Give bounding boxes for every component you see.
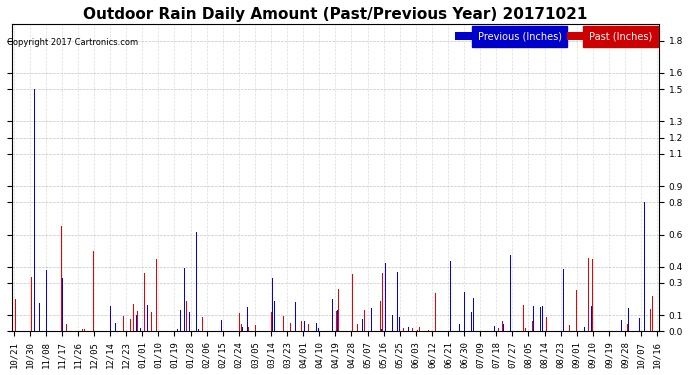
Text: Copyright 2017 Cartronics.com: Copyright 2017 Cartronics.com [7, 38, 138, 47]
Title: Outdoor Rain Daily Amount (Past/Previous Year) 20171021: Outdoor Rain Daily Amount (Past/Previous… [83, 7, 588, 22]
Legend: Previous (Inches), Past (Inches): Previous (Inches), Past (Inches) [453, 29, 654, 43]
